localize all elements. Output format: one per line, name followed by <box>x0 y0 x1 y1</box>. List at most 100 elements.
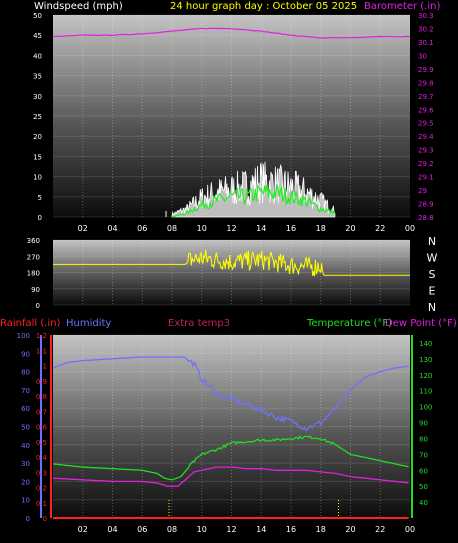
barometer-tick-label: 29.6 <box>418 106 434 114</box>
dew-point-axis-label: Dew Point (°F) <box>385 318 457 329</box>
hour-tick-label: 10 <box>197 224 207 233</box>
humidity-tick-label: 60 <box>21 405 30 413</box>
temperature-tick-labels: 40 50 60 70 80 90 100 110 120 130 140 <box>419 340 432 507</box>
barometer-tick-label: 29.1 <box>418 174 434 182</box>
compass-label: W <box>427 252 438 265</box>
windspeed-tick-label: 30 <box>33 93 42 101</box>
rainfall-tick-label: 0.9 <box>36 378 47 386</box>
barometer-series <box>52 27 411 39</box>
temperature-axis-bar <box>411 335 413 518</box>
panel2-background <box>53 240 410 305</box>
windspeed-tick-label: 0 <box>38 214 42 222</box>
hour-tick-label: 02 <box>78 224 88 233</box>
hour-tick-label: 04 <box>107 224 117 233</box>
direction-tick-labels: 0 90 180 270 360 <box>27 237 40 310</box>
direction-tick-label: 360 <box>27 237 40 245</box>
rainfall-tick-label: 0.2 <box>36 485 47 493</box>
hour-tick-label: 06 <box>137 224 147 233</box>
hour-tick-label: 16 <box>286 224 296 233</box>
wind-average-line <box>171 183 336 218</box>
humidity-tick-label: 90 <box>21 350 30 358</box>
windspeed-tick-labels: 0 5 10 15 20 25 30 35 40 45 50 <box>33 12 42 222</box>
extra-temp-label: Extra temp3 <box>168 318 230 329</box>
windspeed-tick-label: 50 <box>33 12 42 20</box>
panel3-series <box>52 356 409 519</box>
compass-label: N <box>428 301 436 314</box>
panel3-hour-tick-labels: 02 04 06 08 10 12 14 16 18 20 22 00 <box>78 525 415 534</box>
panel2-grid <box>53 239 410 306</box>
hour-tick-label: 12 <box>226 525 236 534</box>
barometer-tick-label: 29.8 <box>418 79 434 87</box>
barometer-tick-labels: 28.8 28.9 29 29.1 29.2 29.3 29.4 29.5 29.6 29.7 29… <box>418 12 434 222</box>
humidity-line <box>52 356 409 432</box>
hour-tick-label: 04 <box>107 525 117 534</box>
direction-tick-label: 180 <box>27 270 40 278</box>
temperature-tick-label: 70 <box>419 451 428 459</box>
hour-tick-label: 18 <box>316 224 326 233</box>
panel1-grid <box>53 14 410 218</box>
rainfall-tick-label: 0.4 <box>36 454 48 462</box>
humidity-tick-label: 20 <box>21 478 30 486</box>
windspeed-tick-label: 40 <box>33 52 42 60</box>
temperature-axis-label: Temperature (°F) <box>306 318 392 329</box>
humidity-tick-labels: 0 10 20 30 40 50 60 70 80 90 100 <box>17 332 30 523</box>
barometer-tick-label: 30.1 <box>418 39 434 47</box>
barometer-tick-label: 29.5 <box>418 120 434 128</box>
windspeed-barometer-chart: Windspeed (mph) 24 hour graph day : Octo… <box>33 1 440 233</box>
barometer-tick-label: 29 <box>418 187 427 195</box>
hour-tick-label: 22 <box>375 224 385 233</box>
windspeed-tick-label: 35 <box>33 73 42 81</box>
barometer-tick-label: 29.4 <box>418 133 434 141</box>
temperature-tick-label: 50 <box>419 483 428 491</box>
humidity-tick-label: 30 <box>21 460 30 468</box>
rainfall-axis-label: Rainfall (.in) <box>0 318 61 329</box>
humidity-tick-label: 50 <box>21 424 30 432</box>
temperature-tick-label: 90 <box>419 420 428 428</box>
direction-tick-label: 270 <box>27 253 40 261</box>
barometer-tick-label: 30.3 <box>418 12 434 20</box>
panel1-hour-tick-labels: 02 04 06 08 10 12 14 16 18 20 22 00 <box>78 224 415 233</box>
barometer-axis-label: Barometer (.in) <box>364 1 440 12</box>
wind-direction-line <box>53 249 410 277</box>
hour-tick-label: 14 <box>256 224 266 233</box>
humidity-tick-label: 10 <box>21 497 30 505</box>
hour-tick-label: 00 <box>405 525 415 534</box>
rain-markers <box>168 498 340 516</box>
temperature-tick-label: 110 <box>419 388 432 396</box>
hour-tick-label: 08 <box>167 525 177 534</box>
temperature-line <box>52 435 409 481</box>
wind-direction-series <box>53 249 410 277</box>
hour-tick-label: 06 <box>137 525 147 534</box>
hour-tick-label: 18 <box>316 525 326 534</box>
barometer-tick-label: 28.9 <box>418 201 434 209</box>
temperature-tick-label: 120 <box>419 372 432 380</box>
temperature-tick-label: 60 <box>419 467 428 475</box>
hour-tick-label: 16 <box>286 525 296 534</box>
rainfall-tick-label: 0.8 <box>36 393 47 401</box>
windspeed-tick-label: 10 <box>33 174 42 182</box>
humidity-tick-label: 80 <box>21 369 30 377</box>
humidity-axis-bar <box>40 335 42 518</box>
rainfall-tick-label: 0.1 <box>36 500 47 508</box>
compass-label: N <box>428 235 436 248</box>
rainfall-tick-label: 1.2 <box>36 332 47 340</box>
humidity-tick-label: 100 <box>17 332 30 340</box>
hour-tick-label: 22 <box>375 525 385 534</box>
panel3-background <box>53 335 410 518</box>
hour-tick-label: 02 <box>78 525 88 534</box>
hour-tick-label: 20 <box>345 224 355 233</box>
hour-tick-label: 12 <box>226 224 236 233</box>
temperature-tick-label: 140 <box>419 340 432 348</box>
barometer-tick-label: 29.7 <box>418 93 434 101</box>
windspeed-tick-label: 45 <box>33 32 42 40</box>
hour-tick-label: 14 <box>256 525 266 534</box>
rainfall-tick-labels: 0 0.1 0.2 0.3 0.4 0.5 0.6 0.7 0.8 0.9 1 1.1 1.2 <box>36 332 48 523</box>
windspeed-tick-label: 15 <box>33 153 42 161</box>
humidity-tick-label: 40 <box>21 442 30 450</box>
hour-tick-label: 00 <box>405 224 415 233</box>
barometer-tick-label: 29.3 <box>418 147 434 155</box>
windspeed-tick-label: 25 <box>33 113 42 121</box>
compass-label: E <box>429 285 436 298</box>
